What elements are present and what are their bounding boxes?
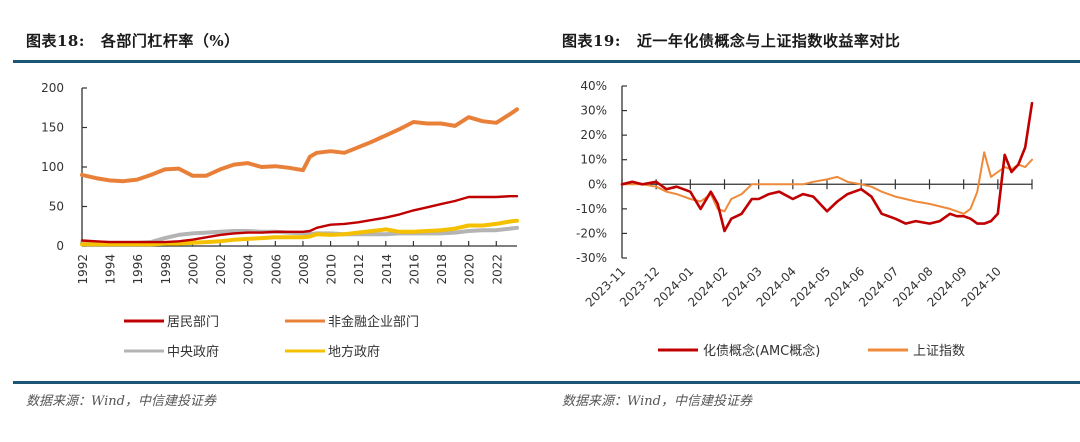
right-y-tick-label: 40% [580, 79, 607, 93]
left-x-tick-label: 2012 [352, 254, 366, 285]
left-x-tick-label: 1992 [76, 254, 90, 285]
right-y-tick-label: 30% [580, 104, 607, 118]
left-x-tick-label: 2000 [186, 254, 200, 285]
left-x-tick-label: 2002 [214, 254, 228, 285]
right-bottom-rule [540, 381, 1080, 384]
left-x-tick-label: 2016 [407, 254, 421, 285]
left-x-tick-label: 2004 [242, 254, 256, 285]
right-series-line-amc [620, 101, 1034, 233]
left-x-tick-label: 1996 [131, 254, 145, 285]
left-x-tick-label: 1994 [104, 254, 118, 285]
left-x-tick-label: 1998 [159, 254, 173, 285]
right-figure-number: 图表19: [562, 32, 621, 50]
leverage-chart: 0 50 100 150 200 1992 1994 1996 1998 2000 2002 2004… [41, 81, 519, 360]
left-figure-title: 图表18: 各部门杠杆率（%） [26, 30, 240, 51]
left-legend-label: 地方政府 [328, 344, 380, 360]
left-legend-label: 居民部门 [167, 315, 219, 330]
left-figure-number: 图表18: [26, 32, 85, 50]
left-series-line-central-gov [80, 225, 519, 245]
left-series-line-corporate [80, 107, 519, 184]
left-x-tick-label: 2014 [380, 254, 394, 285]
left-y-tick-label: 100 [41, 160, 64, 174]
left-series-line-household [80, 194, 519, 244]
left-y-tick-label: 0 [56, 239, 64, 253]
left-legend-label: 非金融企业部门 [328, 314, 419, 330]
right-y-tick-label: -30% [576, 251, 607, 265]
left-x-tick-label: 2022 [490, 254, 504, 285]
right-series-line-sse [621, 151, 1033, 215]
left-y-tick-label: 50 [49, 200, 64, 214]
left-x-tick-label: 2006 [269, 254, 283, 285]
left-x-tick-label: 2008 [297, 254, 311, 285]
left-x-tick-label: 2020 [463, 254, 477, 285]
left-y-tick-label: 150 [41, 121, 64, 135]
returns-chart: -30%-20%-10%0%10%20%30%40%2023-112023-12… [576, 79, 1034, 359]
left-y-tick-label: 200 [41, 81, 64, 95]
right-y-tick-label: -10% [576, 202, 607, 216]
right-y-tick-label: -20% [576, 226, 607, 240]
right-figure-caption: 近一年化债概念与上证指数收益率对比 [636, 32, 901, 50]
left-bottom-rule [13, 381, 540, 384]
left-x-tick-label: 2010 [325, 254, 339, 285]
left-source-note: 数据来源：Wind，中信建投证券 [26, 394, 216, 409]
left-x-tick-label: 2018 [435, 254, 449, 285]
right-source-note: 数据来源：Wind，中信建投证券 [562, 394, 752, 409]
right-y-tick-label: 20% [580, 128, 607, 142]
left-series-line-local-gov [80, 218, 519, 247]
right-legend-label: 化债概念(AMC概念) [703, 343, 820, 359]
right-y-tick-label: 10% [580, 153, 607, 167]
right-top-rule [540, 60, 1080, 63]
left-top-rule [13, 60, 540, 63]
left-figure-caption: 各部门杠杆率（%） [100, 32, 240, 50]
right-y-tick-label: 0% [588, 177, 607, 191]
right-figure-title: 图表19: 近一年化债概念与上证指数收益率对比 [562, 30, 900, 51]
left-legend-label: 中央政府 [167, 345, 219, 360]
right-legend-label: 上证指数 [913, 344, 965, 359]
